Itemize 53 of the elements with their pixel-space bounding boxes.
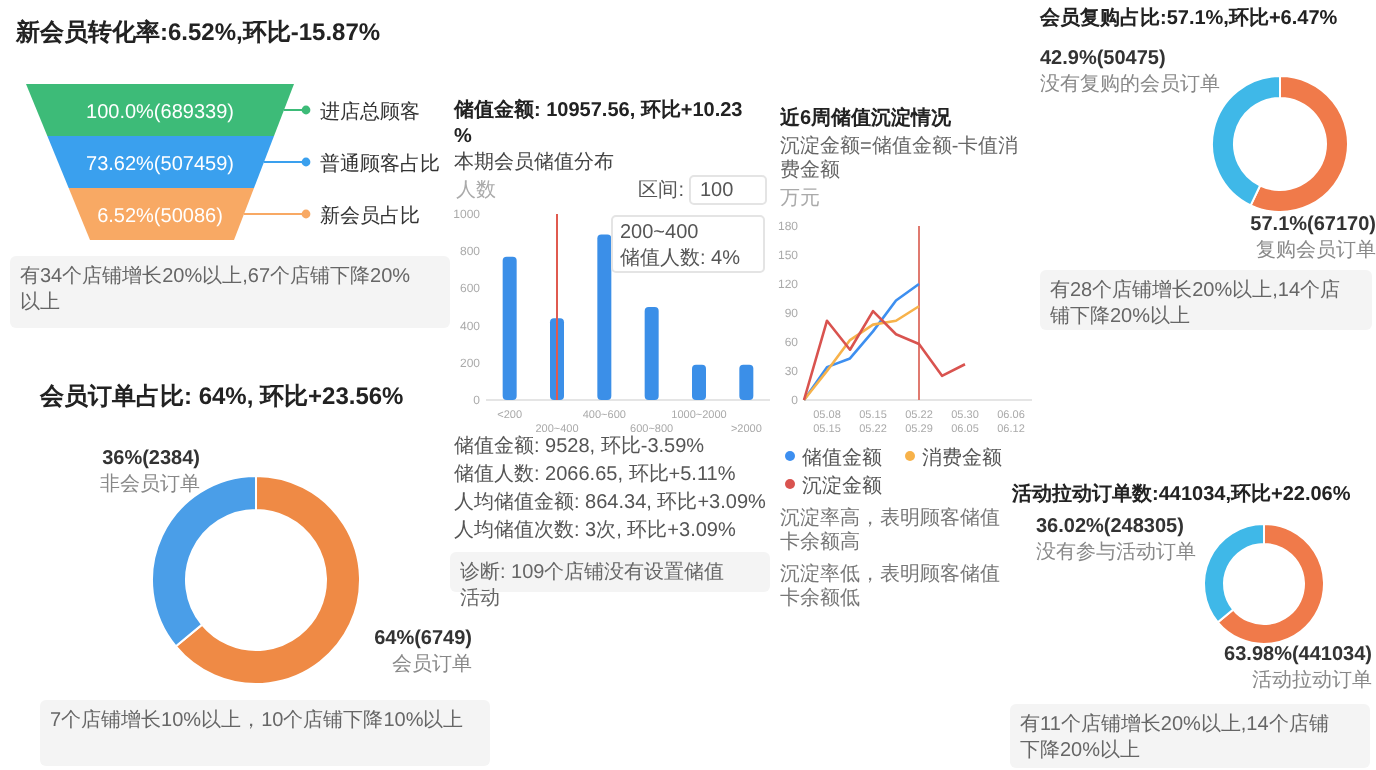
- slice-label: 活动拉动订单: [1252, 668, 1372, 692]
- legend-label: 消费金额: [922, 446, 1002, 470]
- annotation: 储值人数: 4%: [620, 246, 741, 270]
- text: 100: [700, 180, 735, 202]
- text: 人均储值金额: 864.34, 环比+3.09%: [454, 490, 766, 514]
- data-label: 64%(6749): [374, 628, 472, 650]
- chart-title: 会员复购占比:57.1%,环比+6.47%: [1038, 6, 1338, 30]
- chart-title: 近6周储值沉淀情况: [778, 106, 954, 130]
- chart-subtitle: 本期会员储值分布: [454, 150, 614, 174]
- chart-title: 会员订单占比: 64%, 环比+23.56%: [38, 382, 405, 410]
- slice-label: 没有参与活动订单: [1036, 540, 1196, 564]
- category-label: 新会员占比: [320, 204, 420, 228]
- text: 诊断: 109个店铺没有设置储值活动: [460, 560, 725, 610]
- text: 储值人数: 2066.65, 环比+5.11%: [454, 462, 736, 486]
- chart-title: 活动拉动订单数:441034,环比+22.06%: [1010, 482, 1351, 506]
- bar: [502, 256, 517, 400]
- category-label: 进店总顾客: [320, 100, 420, 124]
- data-label: 36.02%(248305): [1036, 516, 1184, 538]
- text: 沉淀率高，表明顾客储值卡余额高: [780, 506, 1000, 554]
- data-label: 36%(2384): [102, 448, 200, 470]
- line-series: [802, 309, 967, 402]
- y-axis-title: 万元: [780, 188, 820, 210]
- bar: [644, 307, 659, 400]
- text: 7个店铺增长10%以上，10个店铺下降10%以上: [50, 708, 464, 732]
- category-label: 普通顾客占比: [320, 152, 440, 176]
- chart-subtitle: 沉淀金额=储值金额-卡值消费金额: [780, 134, 1019, 182]
- legend-label: 沉淀金额: [802, 474, 882, 498]
- text: 73.62%(507459): [86, 154, 234, 176]
- text: 新会员转化率:6.52%,环比-15.87%: [14, 18, 381, 46]
- text: 6.52%(50086): [97, 206, 223, 228]
- bar: [597, 234, 612, 400]
- text: 100.0%(689339): [86, 102, 234, 124]
- slice-label: 非会员订单: [100, 472, 200, 496]
- data-label: 63.98%(441034): [1224, 644, 1372, 666]
- annotation: 200~400: [620, 222, 700, 244]
- bar: [739, 364, 754, 400]
- y-axis-title: 人数: [456, 180, 496, 202]
- text: 有34个店铺增长20%以上,67个店铺下降20%以上: [20, 264, 411, 314]
- data-label: 57.1%(67170): [1250, 214, 1376, 236]
- line-series: [802, 304, 921, 402]
- text: 储值金额: 9528, 环比-3.59%: [454, 434, 705, 458]
- chart-title: 储值金额: 10957.56, 环比+10.23%: [452, 98, 744, 148]
- text: 区间:: [638, 178, 684, 202]
- text: 人均储值次数: 3次, 环比+3.09%: [454, 518, 736, 542]
- bar: [692, 364, 706, 400]
- slice-label: 复购会员订单: [1256, 238, 1376, 262]
- legend-label: 储值金额: [802, 446, 882, 470]
- text: 沉淀率低，表明顾客储值卡余额低: [780, 562, 1000, 610]
- slice-label: 会员订单: [392, 652, 472, 676]
- slice-label: 没有复购的会员订单: [1040, 72, 1220, 96]
- text: 有28个店铺增长20%以上,14个店铺下降20%以上: [1048, 278, 1341, 328]
- text: 有11个店铺增长20%以上,14个店铺下降20%以上: [1020, 712, 1329, 762]
- data-label: 42.9%(50475): [1040, 48, 1166, 70]
